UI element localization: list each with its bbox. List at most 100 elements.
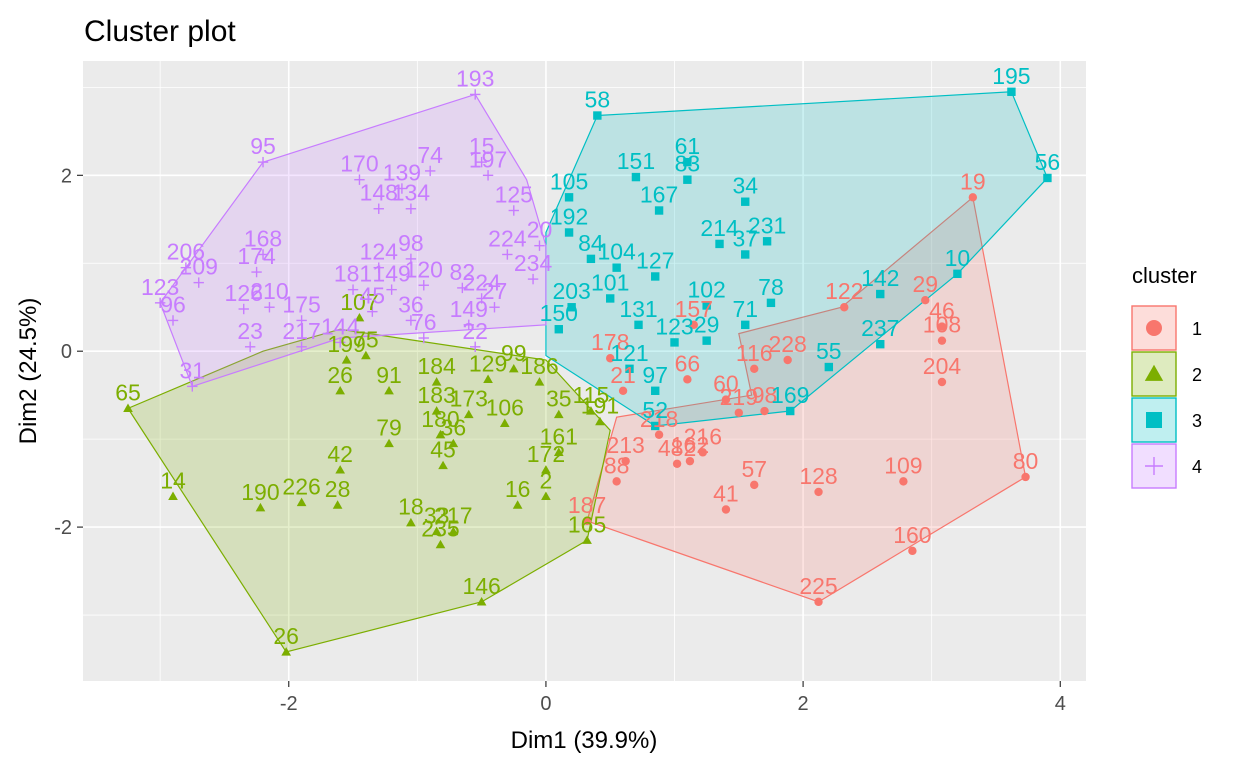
point-label: 175	[282, 291, 320, 317]
cluster-3-point	[554, 325, 563, 334]
cluster-3-point	[824, 362, 834, 372]
cluster-1-point	[689, 320, 699, 330]
cluster-3-point	[654, 206, 664, 215]
point-label: 203	[552, 278, 590, 304]
cluster-4-point	[396, 183, 408, 194]
cluster-2-point	[534, 377, 545, 386]
point-label: 101	[591, 269, 629, 295]
legend-label-2: 2	[1192, 365, 1202, 385]
point-label: 146	[462, 573, 500, 599]
point-label: 66	[675, 350, 701, 376]
point-label: 36	[398, 291, 424, 317]
point-label: 142	[861, 265, 899, 291]
point-label: 71	[732, 296, 758, 322]
point-label: 192	[550, 203, 588, 229]
cluster-2-point	[512, 500, 523, 509]
cluster-4-point	[257, 156, 269, 168]
cluster-2-hull	[127, 328, 611, 653]
y-tick-label: 0	[61, 341, 72, 363]
cluster-4-point	[489, 302, 500, 313]
point-label: 191	[581, 393, 619, 419]
cluster-4-point	[264, 302, 275, 313]
point-label: 10	[945, 245, 971, 271]
cluster-2-point	[448, 526, 459, 536]
point-label: 128	[799, 463, 837, 489]
y-axis-title: Dim2 (24.5%)	[15, 298, 42, 445]
cluster-3-point	[670, 338, 679, 347]
point-label: 74	[417, 142, 443, 168]
point-label: 83	[675, 151, 701, 177]
cluster-4-point	[347, 284, 359, 295]
cluster-4-point	[476, 156, 487, 168]
legend-marker-3	[1146, 412, 1162, 428]
point-label: 82	[450, 259, 476, 285]
cluster-3-point	[606, 294, 615, 303]
point-label: 108	[923, 312, 961, 338]
point-label: 134	[392, 180, 431, 206]
point-label: 214	[700, 215, 739, 241]
cluster-4-point	[476, 293, 487, 304]
cluster-2-point	[541, 465, 551, 474]
cluster-4-point	[354, 174, 365, 185]
cluster-4-point	[534, 240, 545, 251]
point-label: 217	[434, 502, 472, 528]
point-label: 56	[1035, 149, 1061, 175]
cluster-4-point	[296, 341, 307, 353]
point-label: 127	[636, 247, 674, 273]
point-label: 160	[893, 522, 931, 548]
point-label: 37	[732, 225, 758, 251]
point-label: 218	[640, 406, 678, 432]
point-label: 210	[250, 278, 288, 304]
point-label: 184	[417, 353, 456, 379]
point-label: 482	[658, 435, 696, 461]
cluster-2-point	[384, 385, 394, 395]
cluster-2-point	[476, 597, 487, 606]
point-label: 149	[372, 261, 410, 287]
point-label: 234	[514, 250, 553, 276]
point-label: 28	[325, 476, 351, 502]
cluster-2-point	[553, 409, 564, 419]
point-label: 23	[237, 318, 263, 344]
cluster-3-point	[762, 237, 772, 246]
point-label: 106	[486, 394, 524, 420]
point-label: 14	[160, 467, 186, 493]
point-label: 199	[327, 331, 365, 357]
cluster-4-point	[373, 262, 384, 273]
cluster-1-point	[683, 375, 692, 384]
point-label: 157	[675, 296, 713, 322]
cluster-3-point	[1043, 173, 1052, 183]
cluster-4-point	[527, 273, 539, 285]
point-label: 168	[244, 225, 282, 251]
point-label: 174	[237, 243, 276, 269]
cluster-2-point	[483, 374, 493, 383]
cluster-3-point	[702, 301, 711, 310]
point-label: 97	[642, 362, 668, 388]
point-label: 105	[550, 168, 588, 194]
cluster-1-point	[750, 364, 759, 374]
point-label: 26	[273, 623, 299, 649]
cluster-2-point	[335, 385, 346, 395]
point-label: 76	[411, 309, 437, 335]
point-label: 162	[671, 432, 709, 458]
point-label: 237	[861, 315, 899, 341]
cluster-4-point	[244, 341, 256, 353]
cluster-4-point	[167, 315, 179, 326]
point-label: 96	[160, 291, 186, 317]
point-label: 181	[334, 261, 372, 287]
cluster-2-point	[435, 539, 446, 549]
cluster-2-point	[463, 409, 474, 419]
point-label: 120	[405, 256, 443, 282]
cluster-2-point	[595, 416, 605, 426]
point-label: 173	[450, 386, 488, 412]
cluster-2-point	[354, 312, 365, 322]
point-label: 29	[912, 271, 938, 297]
point-label: 149	[450, 296, 488, 322]
cluster-2-point	[431, 377, 442, 386]
point-label: 122	[825, 278, 863, 304]
point-label: 217	[282, 318, 320, 344]
legend-label-1: 1	[1192, 319, 1202, 339]
point-label: 61	[675, 133, 701, 159]
chart-title: Cluster plot	[84, 15, 236, 48]
cluster-2-point	[255, 502, 266, 512]
point-label: 58	[585, 87, 611, 113]
